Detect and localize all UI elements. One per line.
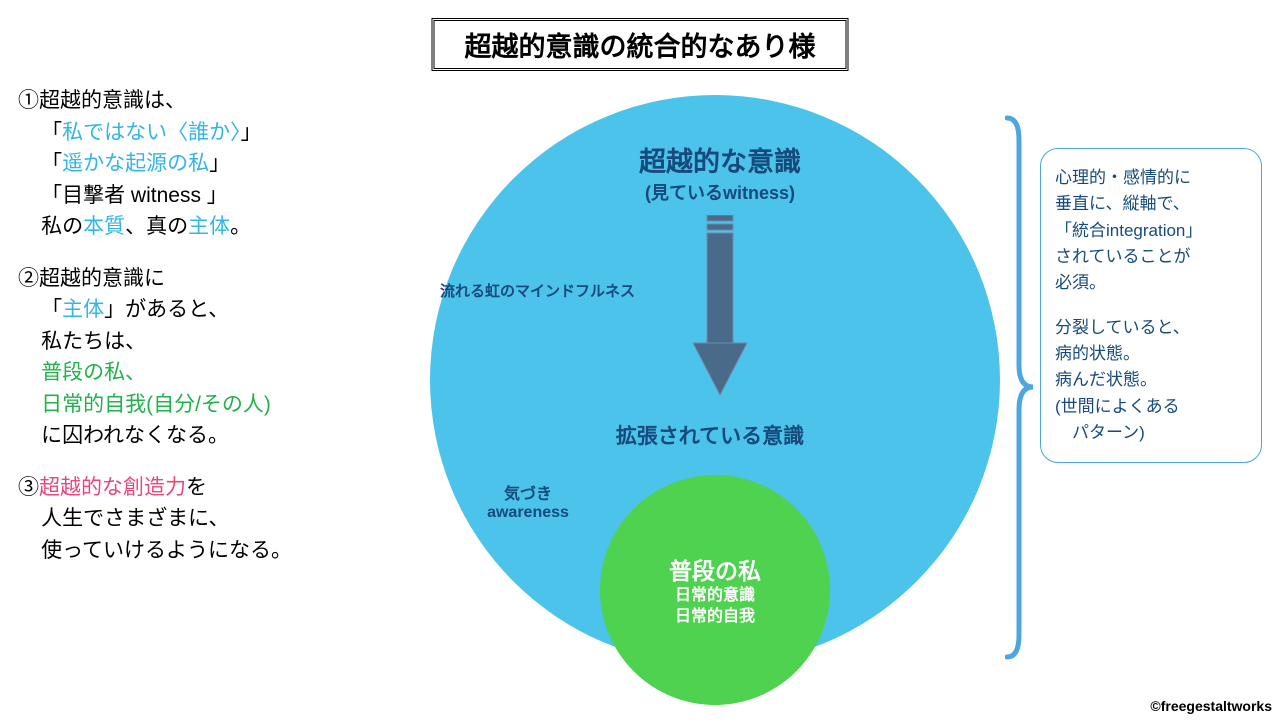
p1-l3b: 遥かな起源の私 (62, 152, 209, 175)
page-title: 超越的意識の統合的なあり様 (432, 18, 849, 71)
p3-l1b: 超越的な創造力 (39, 476, 186, 499)
p2-l5: 日常的自我(自分/その人) (18, 389, 388, 421)
rb-l3: 「統合integration」 (1055, 218, 1247, 244)
rb-l7: 病的状態。 (1055, 341, 1247, 367)
down-arrow-icon (685, 215, 755, 405)
p2-l2b: 主体 (62, 298, 104, 321)
rb-l9: (世間によくある (1055, 394, 1247, 420)
copyright: ©freegestaltworks (1150, 698, 1272, 714)
p3-l1c: を (186, 476, 207, 499)
p1-l4: 「目撃者 witness 」 (18, 180, 388, 212)
green-title: 普段の私 (669, 552, 761, 586)
p1-l5c: 、真の (125, 215, 188, 238)
awareness-l1: 気づき (478, 480, 578, 504)
transcendent-title: 超越的な意識 (570, 140, 870, 179)
rb-l8: 病んだ状態。 (1055, 367, 1247, 393)
p2-l6: に囚われなくなる。 (18, 420, 388, 452)
mindfulness-label: 流れる虹のマインドフルネス (440, 280, 635, 301)
right-note-box: 心理的・感情的に 垂直に、縦軸で、 「統合integration」 されているこ… (1040, 148, 1262, 463)
rb-l4: されていることが (1055, 244, 1247, 270)
p2-num: ② (18, 267, 39, 290)
paragraph-2: ②超越的意識に 「主体」があると、 私たちは、 普段の私、 日常的自我(自分/そ… (18, 263, 388, 452)
p1-l3c: 」 (209, 152, 230, 175)
p3-num: ③ (18, 476, 39, 499)
rb-l2: 垂直に、縦軸で、 (1055, 191, 1247, 217)
left-text-column: ①超越的意識は、 「私ではない〈誰か〉」 「遥かな起源の私」 「目撃者 witn… (18, 85, 388, 586)
expanded-consciousness-label: 拡張されている意識 (580, 420, 840, 450)
p1-num: ① (18, 89, 39, 112)
p1-l3a: 「 (41, 152, 62, 175)
paragraph-1: ①超越的意識は、 「私ではない〈誰か〉」 「遥かな起源の私」 「目撃者 witn… (18, 85, 388, 243)
p1-l5d: 主体 (188, 215, 230, 238)
p3-l2: 人生でさまざまに、 (18, 503, 388, 535)
p1-l5b: 本質 (83, 215, 125, 238)
p2-l3: 私たちは、 (18, 326, 388, 358)
p1-l2a: 「 (41, 121, 62, 144)
green-sub2: 日常的自我 (675, 607, 755, 628)
paragraph-3: ③超越的な創造力を 人生でさまざまに、 使っていけるようになる。 (18, 472, 388, 567)
p3-l3: 使っていけるようになる。 (18, 535, 388, 567)
p2-l1: 超越的意識に (39, 267, 165, 290)
inner-circle: 普段の私 日常的意識 日常的自我 (600, 475, 830, 705)
p1-l2b: 私ではない〈誰か〉 (62, 121, 241, 144)
rb-l6: 分裂していると、 (1055, 315, 1247, 341)
p1-l5e: 。 (230, 215, 251, 238)
rb-l10: パターン) (1055, 420, 1247, 446)
p2-l2c: 」があると、 (104, 298, 229, 321)
rb-l1: 心理的・感情的に (1055, 165, 1247, 191)
transcendent-label: 超越的な意識 (見ているwitness) (570, 140, 870, 205)
p2-l2a: 「 (41, 298, 62, 321)
awareness-l2: awareness (478, 504, 578, 522)
awareness-label: 気づき awareness (478, 480, 578, 522)
green-sub1: 日常的意識 (675, 586, 755, 607)
p1-l1: 超越的意識は、 (39, 89, 186, 112)
transcendent-sub: (見ているwitness) (570, 179, 870, 205)
brace-icon (1005, 110, 1035, 660)
p2-l4: 普段の私、 (18, 357, 388, 389)
p1-l5a: 私の (41, 215, 83, 238)
rb-l5: 必須。 (1055, 270, 1247, 296)
p1-l2c: 」 (241, 121, 262, 144)
